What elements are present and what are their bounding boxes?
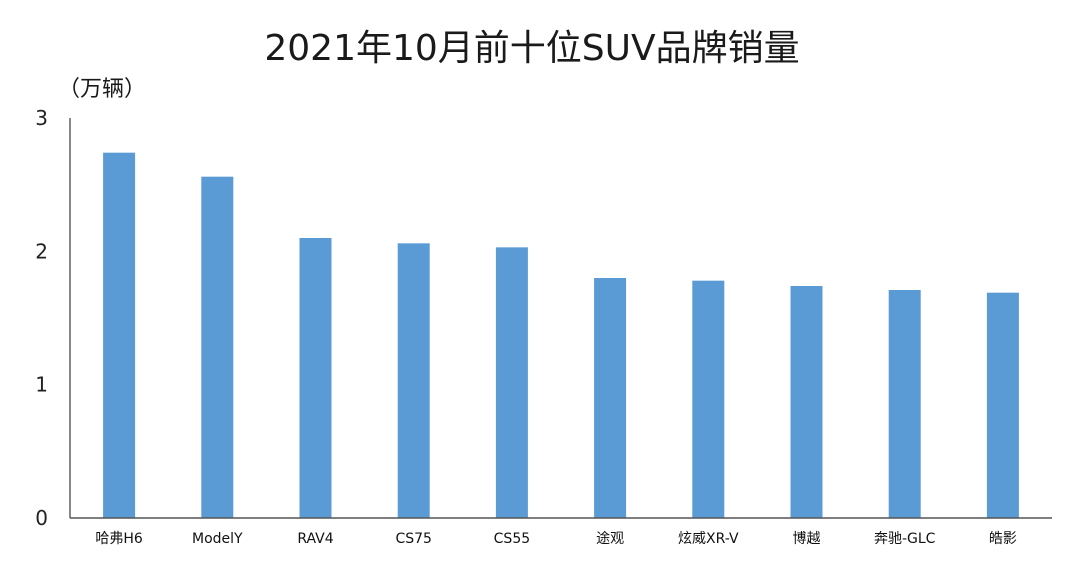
x-tick-label: 哈弗H6 [95,531,143,547]
bar-7 [692,280,725,518]
bar-3 [299,238,332,518]
bar-8 [790,286,823,518]
bar-9 [888,290,921,518]
x-tick-label: 皓影 [989,531,1017,547]
bar-1 [103,152,136,519]
x-tick-label: ModelY [192,531,243,547]
chart-title: 2021年10月前十位SUV品牌销量 [264,28,799,69]
y-tick-labels: 0 1 2 3 [35,106,48,530]
x-tick-label: RAV4 [297,531,333,547]
bar-10 [986,292,1019,518]
bars-group [103,152,1019,519]
axes-group [69,118,1052,519]
x-tick-label: 奔驰-GLC [874,531,936,547]
x-tick-label: CS75 [395,531,431,547]
y-tick-label: 2 [35,239,48,263]
x-tick-labels: 哈弗H6 ModelY RAV4 CS75 CS55 途观 炫威XR-V 博越 奔驰-GLC 皓影 [95,530,1017,547]
y-axis-unit-label: （万辆） [58,77,146,102]
bar-2 [201,176,234,519]
y-tick-label: 3 [35,106,48,130]
bar-4 [397,243,430,518]
x-tick-label: 炫威XR-V [678,531,739,547]
y-tick-label: 1 [35,373,48,397]
x-tick-label: 途观 [596,530,624,547]
y-tick-label: 0 [35,506,48,530]
bar-5 [495,247,528,518]
bar-6 [594,278,627,518]
x-tick-label: 博越 [793,530,821,547]
x-tick-label: CS55 [494,531,530,547]
